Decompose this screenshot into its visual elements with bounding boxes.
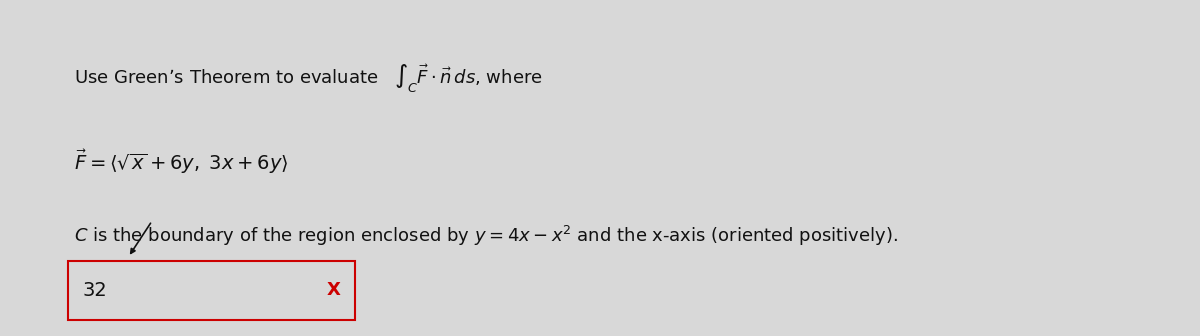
FancyBboxPatch shape — [68, 260, 355, 320]
Text: X: X — [326, 281, 341, 299]
Text: 32: 32 — [83, 281, 108, 300]
Text: $\vec{F} = \langle \sqrt{x} + 6y,\; 3x + 6y \rangle$: $\vec{F} = \langle \sqrt{x} + 6y,\; 3x +… — [74, 148, 289, 176]
Text: $C$ is the boundary of the region enclosed by $y = 4x - x^2$ and the x-axis (ori: $C$ is the boundary of the region enclos… — [74, 224, 899, 248]
Text: Use Green’s Theorem to evaluate   $\int_C \vec{F} \cdot \vec{n}\,ds$, where: Use Green’s Theorem to evaluate $\int_C … — [74, 62, 544, 94]
